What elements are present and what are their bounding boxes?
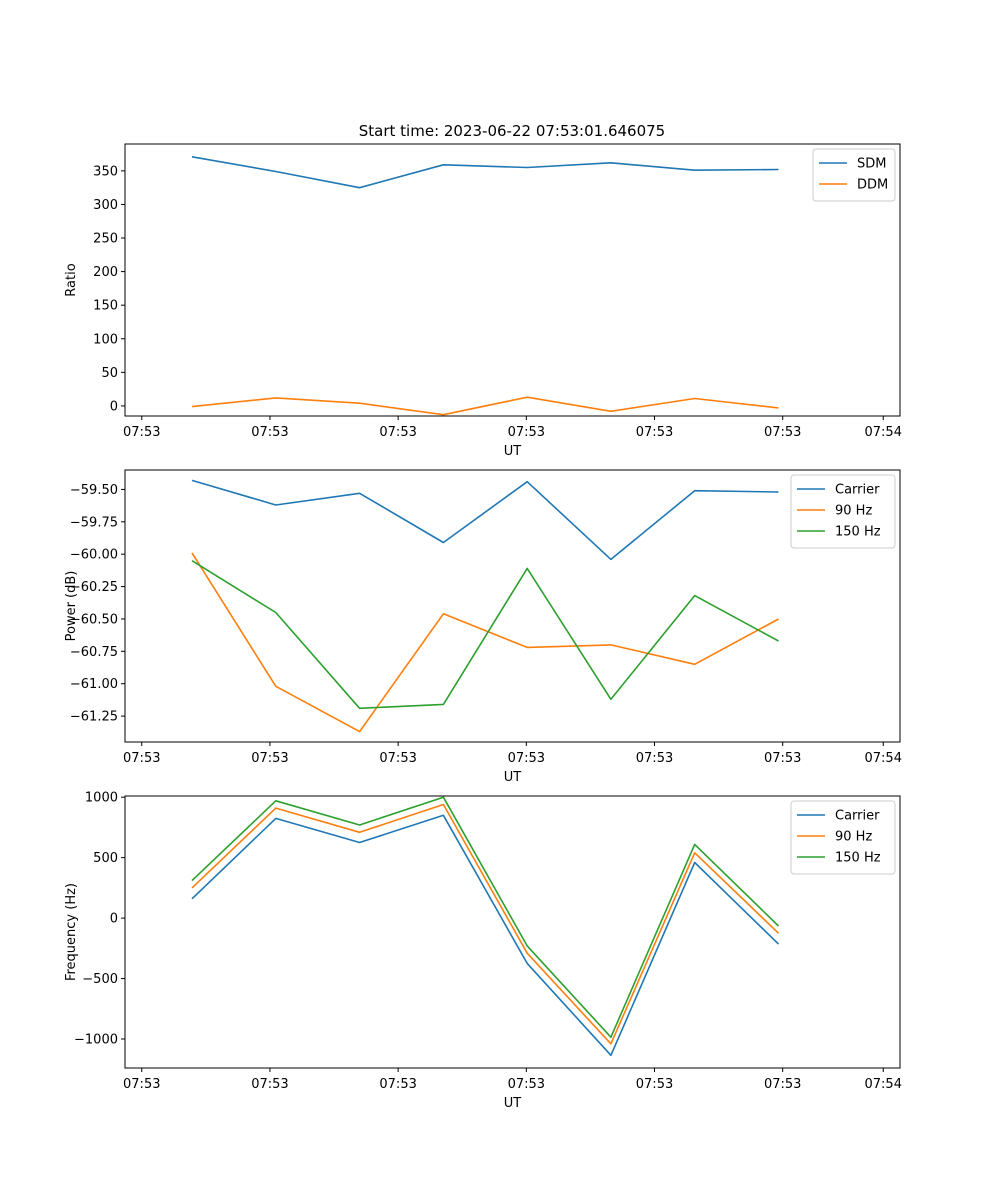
x-tick-label: 07:53 bbox=[379, 751, 416, 766]
axes-frame bbox=[124, 469, 901, 743]
x-tick-label: 07:53 bbox=[636, 425, 673, 440]
x-tick-label: 07:53 bbox=[508, 1077, 545, 1092]
legend-label: Carrier bbox=[835, 809, 880, 824]
legend-label: 90 Hz bbox=[835, 830, 872, 845]
y-tick-label: 1000 bbox=[85, 791, 118, 806]
legend: Carrier 90 Hz 150 Hz bbox=[790, 474, 896, 549]
series-line-carrier bbox=[191, 479, 779, 561]
y-tick-label: −60.25 bbox=[70, 580, 118, 595]
legend-frame bbox=[790, 800, 896, 875]
legend-frame bbox=[790, 474, 896, 549]
y-tick-label: −59.50 bbox=[70, 483, 118, 498]
y-tick-label: 0 bbox=[110, 912, 118, 927]
y-tick-label: −61.25 bbox=[70, 710, 118, 725]
y-axis-label: Frequency (Hz) bbox=[64, 883, 79, 981]
subplot-ratio: 07:53 07:53 07:53 07:53 07:53 07:53 07:54 0 50 10… bbox=[64, 143, 902, 459]
x-tick-label: 07:53 bbox=[251, 1077, 288, 1092]
x-tick-label: 07:53 bbox=[123, 751, 160, 766]
legend-label: SDM bbox=[857, 157, 886, 172]
x-tick-label: 07:53 bbox=[379, 425, 416, 440]
y-tick-label: −60.75 bbox=[70, 645, 118, 660]
y-tick-label: 100 bbox=[93, 332, 118, 347]
legend-label: 150 Hz bbox=[835, 851, 881, 866]
x-tick-label: 07:53 bbox=[251, 425, 288, 440]
x-axis-label: UT bbox=[504, 1096, 522, 1111]
figure-title: Start time: 2023-06-22 07:53:01.646075 bbox=[359, 122, 665, 140]
y-tick-label: −500 bbox=[82, 972, 118, 987]
x-tick-label: 07:53 bbox=[636, 751, 673, 766]
y-tick-label: 0 bbox=[110, 399, 118, 414]
legend-frame bbox=[812, 148, 896, 202]
series-line-150-hz bbox=[191, 560, 779, 710]
y-tick-label: 350 bbox=[93, 164, 118, 179]
x-tick-label: 07:54 bbox=[865, 751, 902, 766]
y-tick-label: 200 bbox=[93, 265, 118, 280]
y-axis-label: Ratio bbox=[64, 263, 79, 296]
x-axis-label: UT bbox=[504, 770, 522, 785]
y-tick-label: −60.50 bbox=[70, 612, 118, 627]
x-tick-label: 07:53 bbox=[636, 1077, 673, 1092]
y-tick-label: 300 bbox=[93, 198, 118, 213]
y-tick-label: 50 bbox=[101, 366, 118, 381]
y-tick-label: −1000 bbox=[74, 1032, 118, 1047]
series-line-150-hz bbox=[191, 796, 780, 1038]
series-line-ddm bbox=[191, 396, 779, 416]
y-tick-label: −60.00 bbox=[70, 548, 118, 563]
x-axis-label: UT bbox=[504, 444, 522, 459]
axes-frame bbox=[124, 143, 901, 417]
legend-label: Carrier bbox=[835, 483, 880, 498]
y-axis-label: Power (dB) bbox=[64, 571, 79, 642]
y-tick-label: −61.00 bbox=[70, 677, 118, 692]
x-tick-label: 07:54 bbox=[865, 1077, 902, 1092]
x-tick-label: 07:53 bbox=[123, 425, 160, 440]
series-line-90-hz bbox=[191, 803, 780, 1045]
x-tick-label: 07:54 bbox=[865, 425, 902, 440]
legend-label: DDM bbox=[857, 178, 888, 193]
axes-frame bbox=[124, 795, 901, 1069]
legend-label: 150 Hz bbox=[835, 525, 881, 540]
y-tick-label: 150 bbox=[93, 299, 118, 314]
x-tick-label: 07:53 bbox=[251, 751, 288, 766]
series-line-90-hz bbox=[191, 552, 779, 733]
x-tick-label: 07:53 bbox=[379, 1077, 416, 1092]
series-line-carrier bbox=[191, 814, 780, 1057]
x-tick-label: 07:53 bbox=[508, 751, 545, 766]
x-tick-label: 07:53 bbox=[508, 425, 545, 440]
y-tick-label: −59.75 bbox=[70, 515, 118, 530]
series-line-sdm bbox=[191, 156, 779, 189]
y-tick-label: 250 bbox=[93, 232, 118, 247]
legend: SDM DDM bbox=[812, 148, 896, 202]
legend: Carrier 90 Hz 150 Hz bbox=[790, 800, 896, 875]
x-tick-label: 07:53 bbox=[764, 1077, 801, 1092]
x-tick-label: 07:53 bbox=[123, 1077, 160, 1092]
legend-label: 90 Hz bbox=[835, 504, 872, 519]
y-tick-label: 500 bbox=[93, 851, 118, 866]
x-tick-label: 07:53 bbox=[764, 425, 801, 440]
subplot-frequency: 07:53 07:53 07:53 07:53 07:53 07:53 07:54 −1000… bbox=[64, 791, 902, 1111]
subplot-power: 07:53 07:53 07:53 07:53 07:53 07:53 07:54 −61.2… bbox=[64, 469, 902, 785]
x-tick-label: 07:53 bbox=[764, 751, 801, 766]
